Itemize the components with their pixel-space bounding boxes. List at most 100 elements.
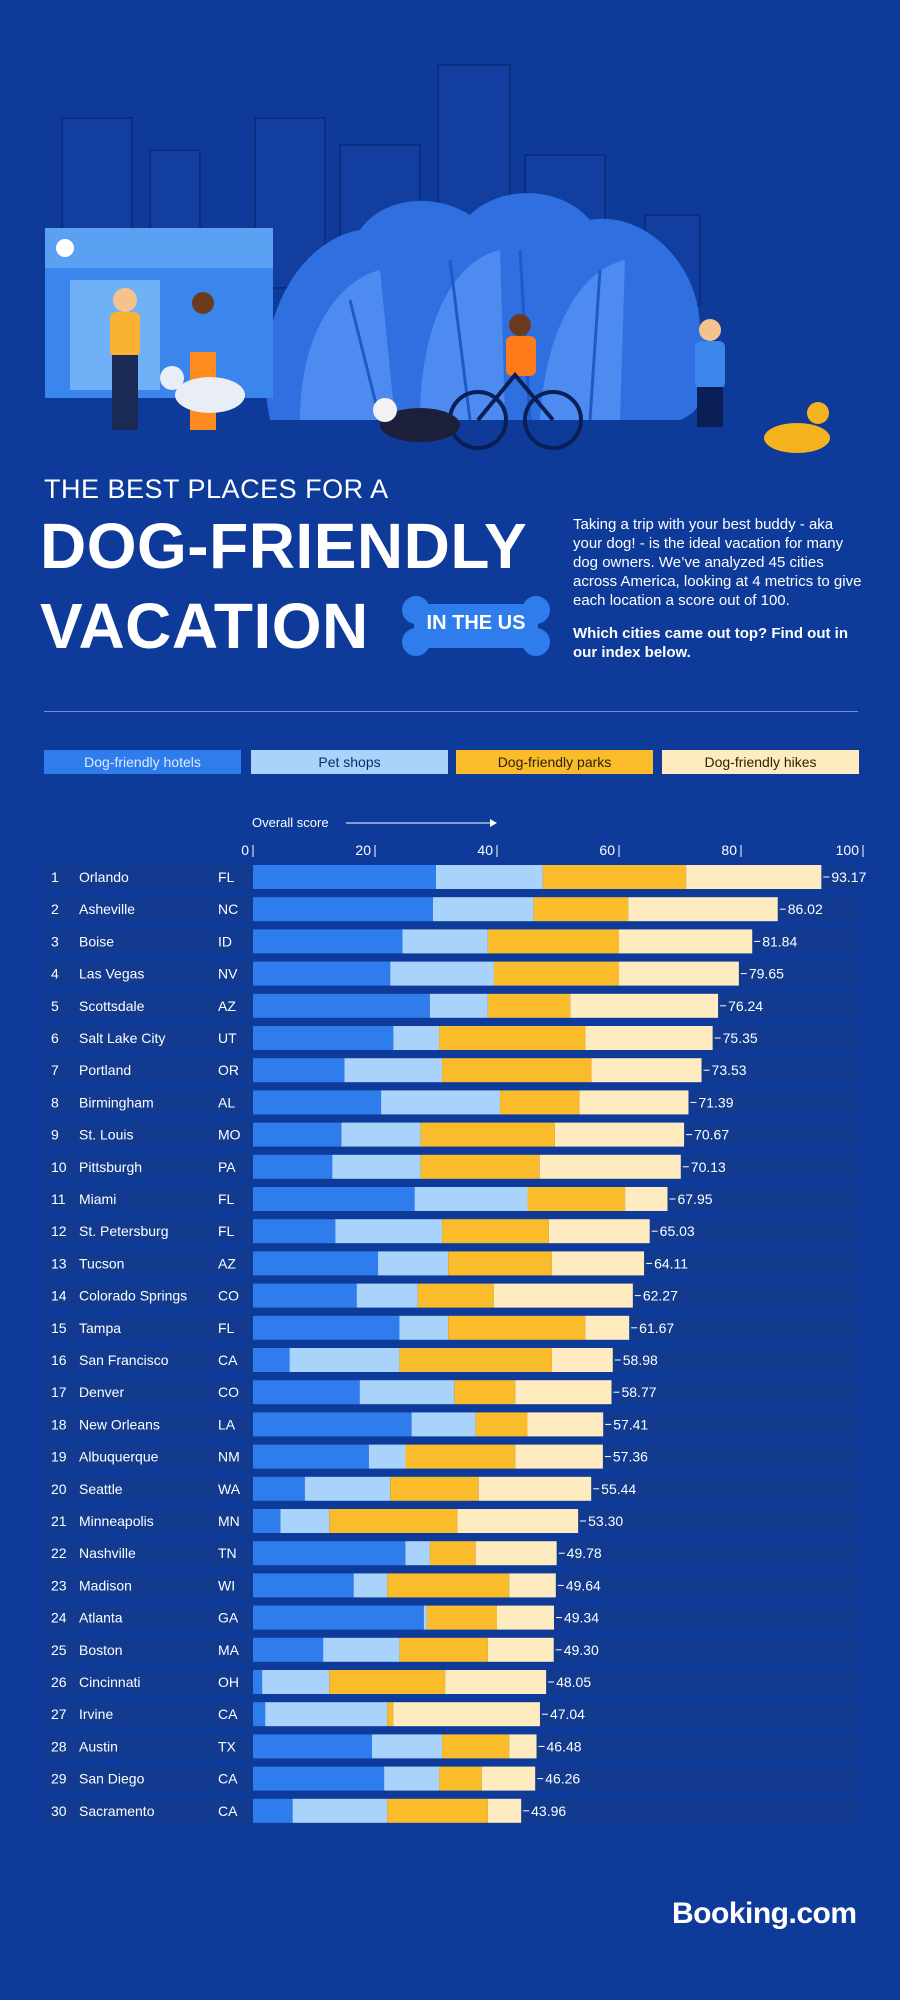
value-label: 70.13 bbox=[691, 1159, 726, 1175]
parks-segment bbox=[527, 1187, 626, 1211]
parks-segment bbox=[387, 1573, 510, 1598]
state-label: PA bbox=[218, 1159, 236, 1175]
city-label: Boise bbox=[79, 933, 114, 949]
pet-store-illustration bbox=[45, 228, 273, 398]
value-label: 76.24 bbox=[728, 998, 763, 1014]
state-label: AL bbox=[218, 1094, 235, 1110]
hikes-segment bbox=[509, 1734, 537, 1759]
parks-segment bbox=[420, 1154, 540, 1179]
intro-callout: Which cities came out top? Find out in o… bbox=[573, 625, 848, 661]
bone-badge-icon bbox=[402, 596, 550, 656]
city-label: St. Louis bbox=[79, 1127, 133, 1143]
state-label: CA bbox=[218, 1706, 238, 1722]
hikes-segment bbox=[591, 1058, 702, 1083]
parks-segment bbox=[429, 1541, 476, 1566]
value-label: 86.02 bbox=[788, 901, 823, 917]
pet-shops-segment bbox=[356, 1283, 418, 1308]
pet-shops-segment bbox=[280, 1509, 330, 1533]
rank-label: 28 bbox=[51, 1738, 67, 1754]
hotels-segment bbox=[253, 1734, 372, 1759]
state-label: WA bbox=[218, 1481, 241, 1497]
value-label: 81.84 bbox=[762, 933, 797, 949]
rank-label: 8 bbox=[51, 1094, 59, 1110]
city-label: Scottsdale bbox=[79, 998, 145, 1014]
hotels-segment bbox=[253, 1219, 336, 1244]
parks-segment bbox=[387, 1702, 394, 1727]
table-row: 16 San Francisco CA 58.98 bbox=[44, 1348, 858, 1372]
hikes-segment bbox=[619, 961, 739, 986]
table-row: 30 Sacramento CA 43.96 bbox=[44, 1798, 858, 1823]
rank-label: 13 bbox=[51, 1255, 67, 1271]
parks-segment bbox=[329, 1509, 458, 1533]
hotels-segment bbox=[253, 1702, 266, 1727]
state-label: NV bbox=[218, 966, 238, 982]
city-label: Salt Lake City bbox=[79, 1030, 165, 1046]
state-label: CA bbox=[218, 1771, 238, 1787]
hikes-segment bbox=[393, 1702, 540, 1727]
hotels-segment bbox=[253, 1605, 424, 1630]
value-label: 49.34 bbox=[564, 1610, 599, 1626]
hotels-segment bbox=[253, 1444, 369, 1469]
hotels-segment bbox=[253, 1637, 324, 1662]
table-row: 2 Asheville NC 86.02 bbox=[44, 897, 858, 922]
value-label: 55.44 bbox=[601, 1481, 636, 1497]
hikes-segment bbox=[539, 1154, 681, 1179]
hikes-segment bbox=[475, 1541, 557, 1566]
legend-hikes: Dog-friendly hikes bbox=[662, 750, 859, 774]
parks-segment bbox=[439, 1026, 586, 1050]
hikes-segment bbox=[628, 897, 778, 922]
parks-segment bbox=[417, 1283, 494, 1308]
value-label: 57.41 bbox=[613, 1416, 648, 1432]
city-label: Birmingham bbox=[79, 1094, 154, 1110]
city-label: Denver bbox=[79, 1384, 124, 1400]
rank-label: 20 bbox=[51, 1481, 67, 1497]
hikes-segment bbox=[570, 993, 719, 1018]
hikes-segment bbox=[527, 1412, 604, 1437]
city-label: Sacramento bbox=[79, 1803, 155, 1819]
parks-segment bbox=[533, 897, 629, 922]
hikes-segment bbox=[487, 1637, 554, 1662]
rank-label: 25 bbox=[51, 1642, 67, 1658]
value-label: 46.48 bbox=[547, 1738, 582, 1754]
badge-label: IN THE US bbox=[426, 612, 526, 634]
parks-segment bbox=[390, 1476, 479, 1501]
table-row: 28 Austin TX 46.48 bbox=[44, 1734, 858, 1759]
city-label: Albuquerque bbox=[79, 1449, 159, 1465]
parks-segment bbox=[454, 1380, 516, 1405]
hotels-segment bbox=[253, 1798, 293, 1823]
title-line-1: DOG-FRIENDLY bbox=[40, 510, 528, 582]
table-row: 11 Miami FL 67.95 bbox=[44, 1187, 858, 1211]
state-label: NC bbox=[218, 901, 238, 917]
value-label: 46.26 bbox=[545, 1771, 580, 1787]
state-label: CA bbox=[218, 1803, 238, 1819]
hotels-segment bbox=[253, 1412, 412, 1437]
hotels-segment bbox=[253, 1509, 281, 1533]
parks-segment bbox=[442, 1734, 510, 1759]
table-row: 15 Tampa FL 61.67 bbox=[44, 1315, 858, 1340]
value-label: 73.53 bbox=[712, 1062, 747, 1078]
rank-label: 29 bbox=[51, 1771, 67, 1787]
hikes-segment bbox=[585, 1026, 713, 1050]
hotels-segment bbox=[253, 1670, 263, 1694]
rank-label: 14 bbox=[51, 1288, 67, 1304]
rank-label: 23 bbox=[51, 1577, 67, 1593]
state-label: MN bbox=[218, 1513, 240, 1529]
state-label: FL bbox=[218, 1320, 235, 1336]
state-label: FL bbox=[218, 869, 235, 885]
x-axis-label: Overall score bbox=[252, 815, 329, 830]
pet-shops-segment bbox=[304, 1476, 391, 1501]
hotels-segment bbox=[253, 1573, 354, 1598]
hotels-segment bbox=[253, 1315, 400, 1340]
hotels-segment bbox=[253, 1090, 382, 1115]
city-label: Orlando bbox=[79, 869, 129, 885]
rank-label: 9 bbox=[51, 1127, 59, 1143]
rank-label: 30 bbox=[51, 1803, 67, 1819]
table-row: 9 St. Louis MO 70.67 bbox=[44, 1122, 858, 1147]
x-tick-label: 60 bbox=[599, 842, 615, 858]
state-label: TX bbox=[218, 1738, 237, 1754]
hikes-segment bbox=[478, 1476, 592, 1501]
pet-shops-segment bbox=[353, 1573, 388, 1598]
pet-shops-segment bbox=[423, 1605, 427, 1630]
hotels-segment bbox=[253, 1348, 290, 1372]
pet-shops-segment bbox=[265, 1702, 388, 1727]
